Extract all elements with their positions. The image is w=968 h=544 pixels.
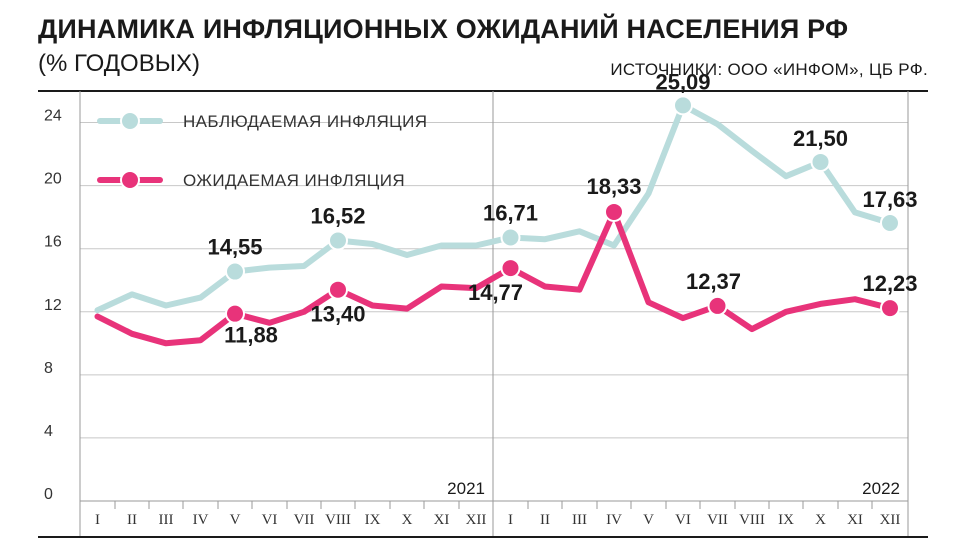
series-line-2 <box>94 208 893 347</box>
y-tick-label: 8 <box>44 360 53 377</box>
x-tick-label: IV <box>193 512 209 528</box>
series-2-marker <box>707 295 728 316</box>
legend-marker-2 <box>120 170 140 190</box>
x-tick-label: XI <box>847 512 863 528</box>
x-tick-label: VIII <box>739 512 765 528</box>
x-tick-label: VI <box>675 512 691 528</box>
data-label: 12,23 <box>862 271 917 296</box>
series-1-marker <box>328 230 348 251</box>
x-tick-label: VII <box>294 512 315 528</box>
x-tick-label: V <box>230 512 241 528</box>
chart-title: ДИНАМИКА ИНФЛЯЦИОННЫХ ОЖИДАНИЙ НАСЕЛЕНИЯ… <box>38 14 849 44</box>
x-tick-label: XII <box>466 512 487 528</box>
series-1-marker <box>500 227 521 248</box>
data-label: 21,50 <box>793 126 848 151</box>
y-tick-label: 20 <box>44 171 62 188</box>
legend: НАБЛЮДАЕМАЯ ИНФЛЯЦИЯ ОЖИДАЕМАЯ ИНФЛЯЦИЯ <box>97 111 427 190</box>
year-label: 2021 <box>447 479 485 498</box>
x-tick-label: X <box>815 512 826 528</box>
x-tick-label: II <box>540 512 550 528</box>
x-tick-label: II <box>127 512 137 528</box>
x-tick-label: I <box>508 512 513 528</box>
legend-label: ОЖИДАЕМАЯ ИНФЛЯЦИЯ <box>183 171 405 190</box>
source-note: ИСТОЧНИКИ: ООО «ИНФОМ», ЦБ РФ. <box>610 60 928 79</box>
legend-marker-1 <box>120 111 140 131</box>
x-tick-label: I <box>95 512 100 528</box>
series-layer <box>94 95 900 347</box>
x-tick-label: XII <box>880 512 901 528</box>
series-1-marker <box>225 261 245 282</box>
grid-layer <box>38 91 928 538</box>
data-label: 13,40 <box>310 302 365 327</box>
x-tick-label: VIII <box>325 512 351 528</box>
x-tick-label: X <box>402 512 413 528</box>
data-label: 11,88 <box>224 323 278 348</box>
x-tick-label: III <box>159 512 174 528</box>
y-tick-label: 4 <box>44 423 53 440</box>
data-label: 25,09 <box>655 69 710 94</box>
series-2-marker <box>880 298 900 319</box>
x-tick-label: VI <box>262 512 278 528</box>
year-label: 2022 <box>862 479 900 498</box>
data-label: 14,77 <box>468 280 523 305</box>
y-tick-label: 24 <box>44 108 62 125</box>
x-tick-label: XI <box>434 512 450 528</box>
x-tick-label: IV <box>606 512 622 528</box>
x-tick-label: IX <box>778 512 794 528</box>
data-label: 16,52 <box>310 203 365 228</box>
series-1-marker <box>880 212 900 233</box>
data-labels-layer: 14,55 16,52 16,71 25,09 21,50 17,63 11,88 13,40… <box>207 69 917 347</box>
y-tick-label: 0 <box>44 486 53 503</box>
series-2-marker <box>225 303 245 324</box>
series-1-marker <box>810 151 831 172</box>
series-1-marker <box>673 95 693 116</box>
y-tick-label: 12 <box>44 297 62 314</box>
series-2-marker <box>328 279 348 300</box>
data-label: 12,37 <box>686 269 741 294</box>
data-label: 14,55 <box>207 235 262 260</box>
x-tick-label: IX <box>365 512 381 528</box>
legend-label: НАБЛЮДАЕМАЯ ИНФЛЯЦИЯ <box>183 112 427 131</box>
data-label: 17,63 <box>862 187 917 212</box>
x-tick-label: III <box>572 512 587 528</box>
chart-subtitle: (% ГОДОВЫХ) <box>38 50 200 77</box>
data-label: 16,71 <box>483 200 538 225</box>
series-2-marker <box>604 201 624 222</box>
data-label: 18,33 <box>586 174 641 199</box>
x-tick-label: V <box>643 512 654 528</box>
x-tick-label: VII <box>707 512 728 528</box>
y-tick-label: 16 <box>44 234 62 251</box>
series-2-marker <box>500 258 521 279</box>
